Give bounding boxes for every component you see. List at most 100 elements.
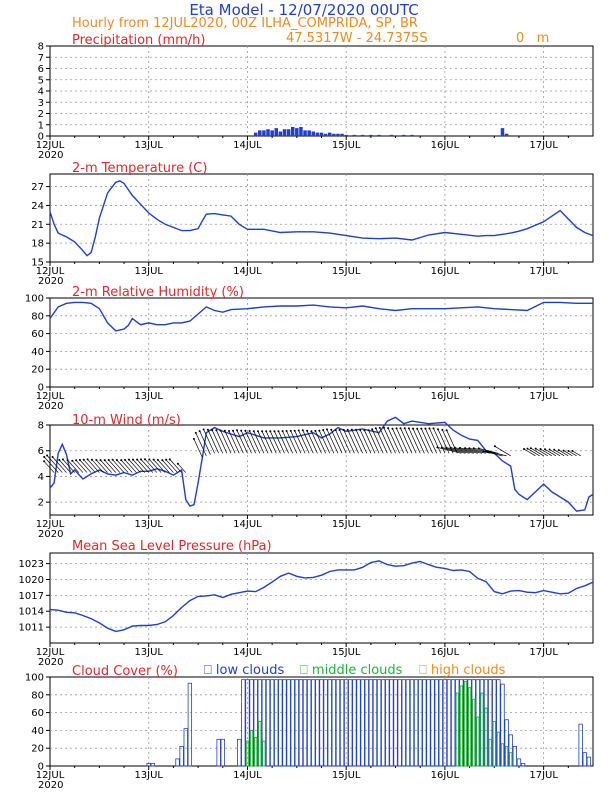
wind-barb bbox=[87, 459, 100, 473]
wind-barb-head bbox=[322, 429, 325, 431]
wind-barb bbox=[199, 430, 211, 455]
panel-frame bbox=[49, 552, 594, 644]
precip-bar bbox=[258, 130, 262, 136]
wind-barb-head bbox=[257, 430, 259, 433]
x-tick-label: 13JUL bbox=[134, 647, 163, 658]
low-cloud-bar bbox=[442, 679, 448, 767]
wind-barb-head bbox=[523, 448, 525, 450]
low-cloud-bar bbox=[294, 679, 299, 767]
low-cloud-bar bbox=[520, 762, 526, 767]
low-cloud-bar bbox=[150, 762, 155, 767]
x-tick-label: 12JUL bbox=[36, 266, 65, 277]
precip-bar bbox=[307, 130, 311, 136]
wind-barb-head bbox=[223, 429, 226, 432]
wind-barb bbox=[224, 430, 236, 454]
wind-barb-head bbox=[440, 446, 443, 449]
wind-barb-head bbox=[269, 430, 272, 433]
low-cloud-bar bbox=[413, 679, 419, 767]
wind-barb-head bbox=[529, 447, 532, 450]
wind-barb-head bbox=[468, 447, 471, 450]
series-line bbox=[49, 180, 594, 257]
y-tick-label: 2 bbox=[38, 498, 44, 509]
wind-barb-head bbox=[346, 428, 349, 431]
low-cloud-bar bbox=[426, 679, 431, 767]
precip-bar bbox=[266, 129, 270, 136]
x-tick-label: 16JUL bbox=[431, 140, 460, 151]
wind-barb-head bbox=[293, 429, 296, 432]
x-tick-label: 14JUL bbox=[233, 647, 262, 658]
wind-barb-head bbox=[192, 437, 195, 440]
y-tick-label: 40 bbox=[31, 347, 44, 358]
wind-barb bbox=[558, 449, 569, 457]
wind-barb bbox=[306, 430, 318, 454]
wind-barb bbox=[412, 428, 425, 454]
wind-barb-head bbox=[46, 454, 49, 457]
precip-bar bbox=[360, 134, 365, 136]
wind-barb-head bbox=[297, 429, 300, 432]
precip-bar bbox=[389, 134, 394, 136]
panel-title: Mean Sea Level Pressure (hPa) bbox=[72, 539, 272, 554]
wind-barb bbox=[465, 447, 487, 454]
low-cloud-bar bbox=[302, 679, 308, 767]
x-tick-label: 16JUL bbox=[431, 770, 460, 781]
x-tick-label: 16JUL bbox=[431, 266, 460, 277]
x-tick-label: 13JUL bbox=[134, 519, 163, 530]
low-cloud-bar bbox=[409, 679, 415, 767]
wind-barb bbox=[400, 428, 413, 454]
y-tick-label: 2 bbox=[38, 109, 44, 120]
wind-barb-head bbox=[103, 459, 106, 462]
precip-bar bbox=[295, 128, 299, 136]
x-tick-label: 12JUL bbox=[36, 140, 65, 151]
chart-title: Eta Model - 12/07/2020 00UTC bbox=[189, 1, 418, 19]
low-cloud-bar bbox=[282, 679, 287, 767]
wind-barb-head bbox=[99, 459, 102, 462]
wind-barb bbox=[59, 459, 71, 473]
low-cloud-bar bbox=[450, 679, 456, 767]
panel-title: Precipitation (mm/h) bbox=[72, 33, 205, 48]
wind-barb-head bbox=[432, 427, 435, 430]
wind-barb-head bbox=[487, 450, 490, 453]
wind-barb-head bbox=[86, 458, 89, 461]
wind-barb-head bbox=[416, 427, 419, 430]
wind-barb-head bbox=[571, 450, 574, 452]
wind-barb bbox=[136, 459, 149, 473]
x-tick-label: 15JUL bbox=[332, 770, 361, 781]
wind-barb bbox=[286, 430, 298, 454]
low-cloud-bar bbox=[241, 679, 246, 767]
wind-barb-head bbox=[458, 446, 461, 449]
low-cloud-bar bbox=[512, 746, 517, 767]
y-tick-label: 3 bbox=[38, 98, 44, 109]
y-tick-label: 0 bbox=[38, 762, 44, 773]
precip-bar bbox=[282, 129, 287, 136]
wind-barb bbox=[253, 431, 265, 454]
legend-low: ⎕ low clouds bbox=[204, 663, 284, 678]
wind-barb bbox=[302, 430, 314, 454]
wind-barb-head bbox=[58, 459, 61, 461]
mid-cloud-bar bbox=[463, 681, 468, 767]
wind-barb-head bbox=[289, 429, 292, 432]
wind-barb bbox=[375, 428, 388, 454]
mid-cloud-bar bbox=[472, 698, 476, 767]
y-tick-label: 60 bbox=[31, 329, 44, 340]
mid-cloud-bar bbox=[480, 692, 484, 767]
wind-barb-head bbox=[387, 427, 390, 430]
mid-cloud-bar bbox=[476, 716, 480, 767]
wind-barb-head bbox=[261, 430, 264, 433]
x-tick-label: 14JUL bbox=[233, 391, 262, 402]
y-tick-label: 1023 bbox=[19, 559, 44, 570]
year-label: 2020 bbox=[38, 150, 63, 161]
series-line bbox=[49, 301, 593, 332]
low-cloud-bar bbox=[356, 679, 361, 767]
wind-barb bbox=[355, 429, 368, 454]
wind-barb-head bbox=[124, 458, 126, 461]
low-cloud-bar bbox=[237, 738, 242, 767]
low-cloud-bar bbox=[315, 679, 320, 767]
low-cloud-bar bbox=[582, 752, 587, 767]
wind-barb bbox=[527, 448, 540, 457]
wind-barb bbox=[128, 459, 141, 473]
y-tick-label: 1 bbox=[38, 120, 44, 131]
wind-barb-head bbox=[330, 428, 333, 431]
x-tick-label: 12JUL bbox=[36, 647, 65, 658]
wind-barb-head bbox=[382, 426, 385, 429]
